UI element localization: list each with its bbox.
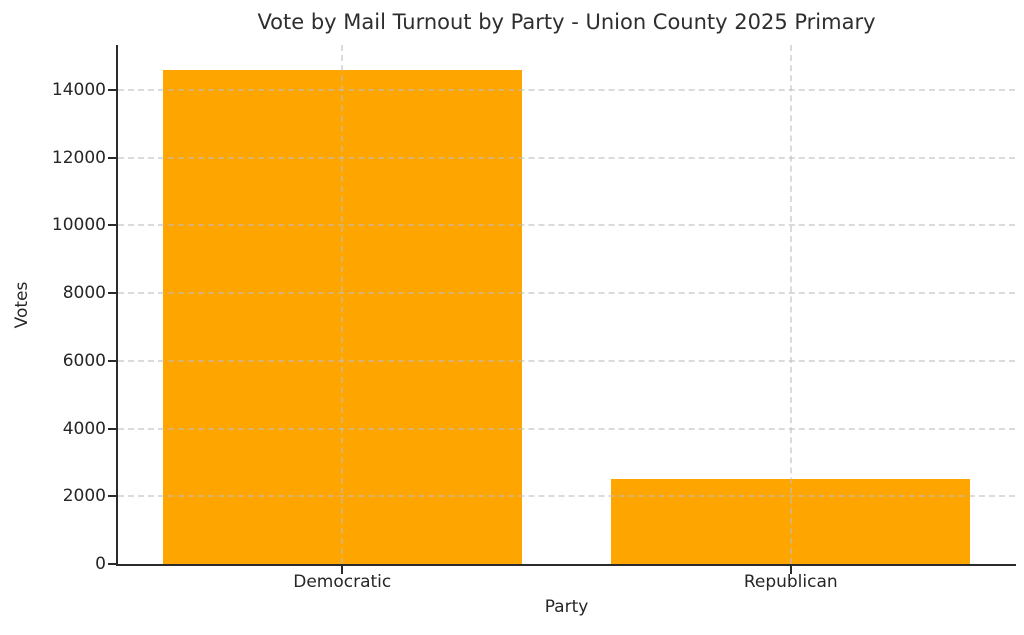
- h-gridline: [118, 359, 1015, 362]
- y-tick-label: 6000: [62, 350, 106, 371]
- y-tick-mark: [108, 292, 116, 295]
- h-gridline: [118, 495, 1015, 498]
- y-tick-mark: [108, 89, 116, 92]
- y-tick-mark: [108, 563, 116, 565]
- y-tick-label: 0: [95, 554, 106, 574]
- h-gridline: [118, 427, 1015, 430]
- y-tick-label: 4000: [62, 418, 106, 439]
- y-tick-label: 10000: [51, 215, 106, 236]
- y-tick-mark: [108, 359, 116, 362]
- x-tick-mark: [341, 566, 344, 574]
- y-tick-mark: [108, 427, 116, 430]
- x-tick-label: Democratic: [293, 572, 392, 592]
- h-gridline: [118, 156, 1015, 159]
- y-tick-label: 14000: [51, 80, 106, 101]
- y-axis-spine: [116, 45, 118, 566]
- x-tick-mark: [789, 566, 792, 574]
- h-gridline: [118, 224, 1015, 227]
- y-tick-label: 2000: [62, 486, 106, 507]
- h-gridline: [118, 89, 1015, 92]
- h-gridline: [118, 292, 1015, 295]
- x-tick-label: Republican: [743, 572, 838, 592]
- y-tick-label: 12000: [51, 147, 106, 168]
- y-tick-mark: [108, 156, 116, 159]
- x-axis-spine: [116, 564, 1016, 566]
- y-tick-label: 8000: [62, 283, 106, 304]
- y-tick-mark: [108, 224, 116, 227]
- x-axis-label: Party: [544, 597, 589, 617]
- chart-title: Vote by Mail Turnout by Party - Union Co…: [257, 10, 876, 34]
- plot-area: [118, 45, 1015, 564]
- v-gridline: [341, 45, 344, 564]
- v-gridline: [789, 45, 792, 564]
- y-tick-mark: [108, 495, 116, 498]
